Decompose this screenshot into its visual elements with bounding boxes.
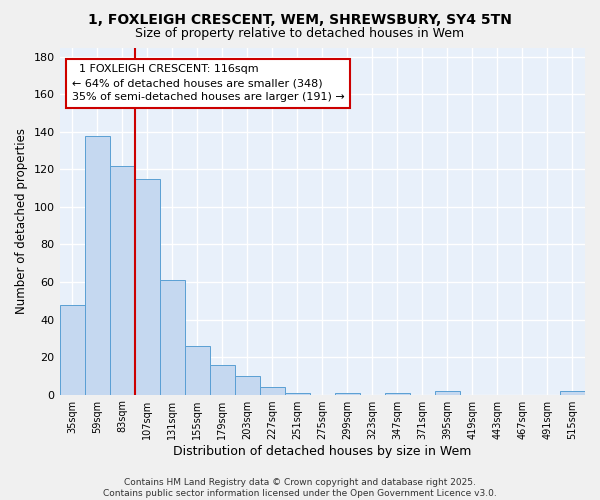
Text: Size of property relative to detached houses in Wem: Size of property relative to detached ho… xyxy=(136,28,464,40)
Bar xyxy=(59,304,85,394)
Bar xyxy=(435,391,460,394)
Text: 1, FOXLEIGH CRESCENT, WEM, SHREWSBURY, SY4 5TN: 1, FOXLEIGH CRESCENT, WEM, SHREWSBURY, S… xyxy=(88,12,512,26)
X-axis label: Distribution of detached houses by size in Wem: Distribution of detached houses by size … xyxy=(173,444,472,458)
Bar xyxy=(85,136,110,394)
Bar xyxy=(110,166,134,394)
Bar xyxy=(209,364,235,394)
Bar xyxy=(260,387,285,394)
Text: Contains HM Land Registry data © Crown copyright and database right 2025.
Contai: Contains HM Land Registry data © Crown c… xyxy=(103,478,497,498)
Bar xyxy=(285,392,310,394)
Y-axis label: Number of detached properties: Number of detached properties xyxy=(15,128,28,314)
Bar xyxy=(160,280,185,394)
Bar xyxy=(235,376,260,394)
Bar xyxy=(134,179,160,394)
Bar xyxy=(385,392,410,394)
Bar xyxy=(560,391,585,394)
Bar xyxy=(185,346,209,395)
Text: 1 FOXLEIGH CRESCENT: 116sqm
← 64% of detached houses are smaller (348)
35% of se: 1 FOXLEIGH CRESCENT: 116sqm ← 64% of det… xyxy=(72,64,345,102)
Bar xyxy=(335,392,360,394)
